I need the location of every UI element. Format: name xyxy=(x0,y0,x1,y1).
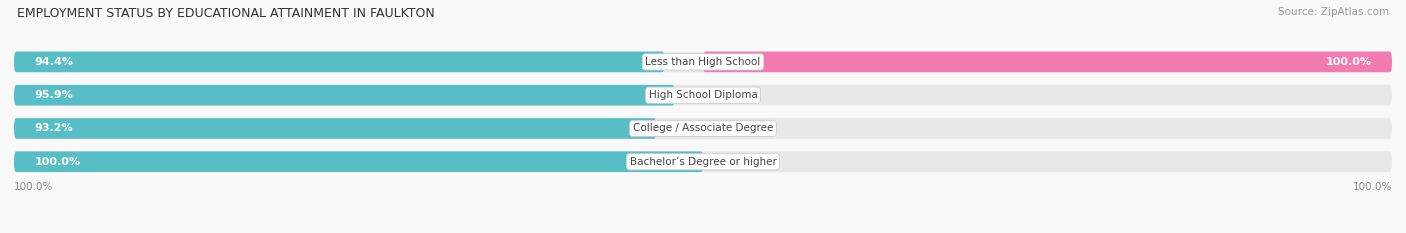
FancyBboxPatch shape xyxy=(703,51,1392,72)
Text: 93.2%: 93.2% xyxy=(35,123,73,134)
Text: 95.9%: 95.9% xyxy=(35,90,73,100)
Text: Source: ZipAtlas.com: Source: ZipAtlas.com xyxy=(1278,7,1389,17)
FancyBboxPatch shape xyxy=(14,85,1392,106)
Text: 94.4%: 94.4% xyxy=(35,57,73,67)
FancyBboxPatch shape xyxy=(14,85,675,106)
FancyBboxPatch shape xyxy=(14,118,657,139)
Text: 0.0%: 0.0% xyxy=(717,157,745,167)
FancyBboxPatch shape xyxy=(14,51,1392,72)
Text: 100.0%: 100.0% xyxy=(1353,182,1392,192)
Text: 100.0%: 100.0% xyxy=(14,182,53,192)
Text: 100.0%: 100.0% xyxy=(1326,57,1371,67)
FancyBboxPatch shape xyxy=(14,151,1392,172)
Text: College / Associate Degree: College / Associate Degree xyxy=(633,123,773,134)
Text: 0.0%: 0.0% xyxy=(717,90,745,100)
Text: 100.0%: 100.0% xyxy=(35,157,80,167)
Text: Bachelor’s Degree or higher: Bachelor’s Degree or higher xyxy=(630,157,776,167)
FancyBboxPatch shape xyxy=(14,51,665,72)
FancyBboxPatch shape xyxy=(14,151,703,172)
Text: Less than High School: Less than High School xyxy=(645,57,761,67)
Text: High School Diploma: High School Diploma xyxy=(648,90,758,100)
Text: EMPLOYMENT STATUS BY EDUCATIONAL ATTAINMENT IN FAULKTON: EMPLOYMENT STATUS BY EDUCATIONAL ATTAINM… xyxy=(17,7,434,20)
Text: 0.0%: 0.0% xyxy=(717,123,745,134)
FancyBboxPatch shape xyxy=(14,118,1392,139)
